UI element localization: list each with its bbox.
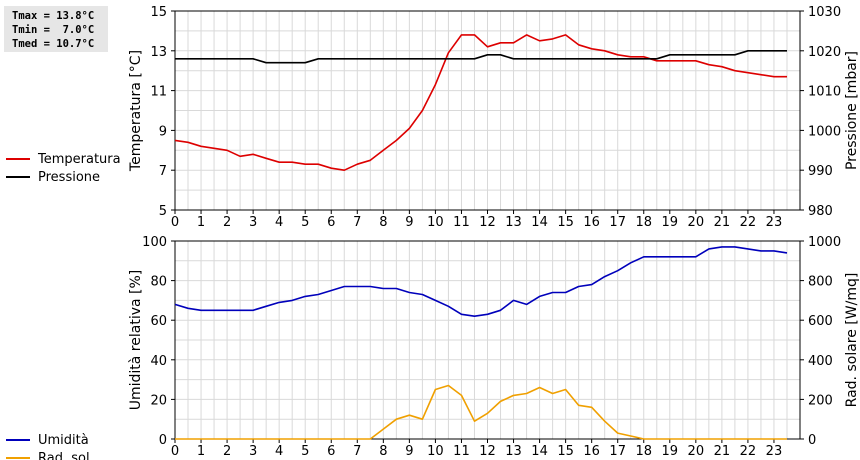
y-right-tick-label: 990 <box>808 164 833 179</box>
y-right-tick-label: 1000 <box>808 235 841 250</box>
x-tick-label: 17 <box>609 444 626 459</box>
x-tick-label: 2 <box>223 444 231 459</box>
y-right-tick-label: 1010 <box>808 85 841 100</box>
x-tick-label: 4 <box>275 444 283 459</box>
y-left-tick-label: 20 <box>150 393 167 408</box>
x-tick-label: 9 <box>405 444 413 459</box>
y-right-tick-label: 200 <box>808 393 833 408</box>
y-left-tick-label: 80 <box>150 275 167 290</box>
y-right-tick-label: 980 <box>808 204 833 219</box>
x-tick-label: 3 <box>249 444 257 459</box>
series-line-rad-sol <box>175 384 787 440</box>
y-right-tick-label: 600 <box>808 314 833 329</box>
x-tick-label: 10 <box>427 215 444 230</box>
x-tick-label: 19 <box>662 444 679 459</box>
x-tick-label: 0 <box>171 444 179 459</box>
x-tick-label: 21 <box>714 444 731 459</box>
x-tick-label: 11 <box>453 444 470 459</box>
x-tick-label: 16 <box>583 215 600 230</box>
x-tick-label: 5 <box>301 444 309 459</box>
y-left-tick-label: 7 <box>159 164 167 179</box>
x-tick-label: 22 <box>740 215 757 230</box>
x-tick-label: 8 <box>379 215 387 230</box>
x-tick-label: 19 <box>662 215 679 230</box>
y-left-axis-label: Temperatura [°C] <box>128 50 144 172</box>
x-tick-label: 13 <box>505 444 522 459</box>
x-tick-label: 7 <box>353 215 361 230</box>
x-tick-label: 5 <box>301 215 309 230</box>
stat-tmin: Tmin = 7.0°C <box>12 24 95 36</box>
x-tick-label: 14 <box>531 215 548 230</box>
x-tick-label: 12 <box>479 444 496 459</box>
series-line-temperatura <box>174 34 787 171</box>
y-left-tick-label: 5 <box>159 204 167 219</box>
x-tick-label: 13 <box>505 215 522 230</box>
x-tick-label: 21 <box>714 215 731 230</box>
x-tick-label: 18 <box>635 215 652 230</box>
x-tick-label: 6 <box>327 444 335 459</box>
series-line-pressione <box>175 49 787 64</box>
chart-panel-bottom: 0 1 2 3 4 5 6 7 8 9 10 11 12 13 14 15 16 17 18 19 20 21 22 2302… <box>6 235 860 460</box>
x-tick-label: 23 <box>766 444 783 459</box>
x-tick-label: 1 <box>197 215 205 230</box>
x-tick-label: 10 <box>427 444 444 459</box>
series-line-umidit <box>174 246 788 318</box>
y-right-tick-label: 1000 <box>808 124 841 139</box>
legend-label: Umidità <box>38 433 89 448</box>
y-left-tick-label: 13 <box>150 45 167 60</box>
y-right-tick-label: 400 <box>808 354 833 369</box>
x-tick-label: 15 <box>557 215 574 230</box>
y-left-tick-label: 0 <box>159 433 167 448</box>
stat-tmax: Tmax = 13.8°C <box>12 10 95 22</box>
x-tick-label: 20 <box>688 215 705 230</box>
x-tick-label: 8 <box>379 444 387 459</box>
x-tick-label: 12 <box>479 215 496 230</box>
y-right-axis-label: Pressione [mbar] <box>844 51 860 170</box>
x-tick-label: 2 <box>223 215 231 230</box>
x-tick-label: 23 <box>766 215 783 230</box>
legend-label: Pressione <box>38 170 100 185</box>
x-tick-label: 17 <box>609 215 626 230</box>
legend-label: Rad. sol. <box>38 451 94 460</box>
x-tick-label: 11 <box>453 215 470 230</box>
x-tick-label: 1 <box>197 444 205 459</box>
y-left-tick-label: 9 <box>159 124 167 139</box>
x-tick-label: 20 <box>688 444 705 459</box>
y-left-tick-label: 15 <box>150 5 167 20</box>
x-tick-label: 18 <box>635 444 652 459</box>
x-tick-label: 22 <box>740 444 757 459</box>
x-tick-label: 3 <box>249 215 257 230</box>
y-left-tick-label: 40 <box>150 354 167 369</box>
legend-label: Temperatura <box>37 152 121 167</box>
y-right-tick-label: 1030 <box>808 5 841 20</box>
stats-box: Tmax = 13.8°C Tmin = 7.0°C Tmed = 10.7°C <box>4 6 108 52</box>
y-right-tick-label: 800 <box>808 275 833 290</box>
x-tick-label: 16 <box>583 444 600 459</box>
y-left-tick-label: 11 <box>150 85 167 100</box>
x-tick-label: 15 <box>557 444 574 459</box>
y-right-axis-label: Rad. solare [W/mq] <box>844 273 860 408</box>
x-tick-label: 14 <box>531 444 548 459</box>
chart-panel-top: 0 1 2 3 4 5 6 7 8 9 10 11 12 13 14 15 16 17 18 19 20 21 22 2357… <box>6 5 860 230</box>
stat-tmed: Tmed = 10.7°C <box>12 38 95 50</box>
x-tick-label: 0 <box>171 215 179 230</box>
y-left-axis-label: Umidità relativa [%] <box>128 270 144 411</box>
y-right-tick-label: 1020 <box>808 45 841 60</box>
x-tick-label: 6 <box>327 215 335 230</box>
x-tick-label: 4 <box>275 215 283 230</box>
x-tick-label: 7 <box>353 444 361 459</box>
y-left-tick-label: 60 <box>150 314 167 329</box>
y-left-tick-label: 100 <box>142 235 167 250</box>
y-right-tick-label: 0 <box>808 433 816 448</box>
x-tick-label: 9 <box>405 215 413 230</box>
